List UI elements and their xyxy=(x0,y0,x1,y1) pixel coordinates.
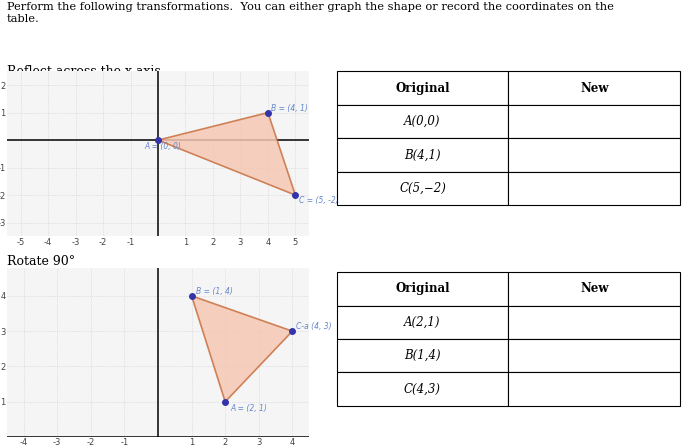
Text: A = (0, 0): A = (0, 0) xyxy=(144,142,181,151)
Bar xyxy=(508,172,680,205)
Text: New: New xyxy=(580,282,609,295)
Polygon shape xyxy=(192,296,293,402)
Bar xyxy=(508,71,680,105)
Text: C = (5, -2): C = (5, -2) xyxy=(299,196,339,205)
Text: A = (2, 1): A = (2, 1) xyxy=(230,404,267,413)
Bar xyxy=(337,71,508,105)
Polygon shape xyxy=(158,113,295,195)
Text: Perform the following transformations.  You can either graph the shape or record: Perform the following transformations. Y… xyxy=(7,2,613,24)
Bar xyxy=(508,272,680,306)
Text: Original: Original xyxy=(395,82,450,95)
Text: A(2,1): A(2,1) xyxy=(404,316,441,329)
Text: New: New xyxy=(580,82,609,95)
Text: C(4,3): C(4,3) xyxy=(404,383,441,396)
Bar xyxy=(337,306,508,339)
Text: C(5,−2): C(5,−2) xyxy=(399,182,446,195)
Bar xyxy=(337,105,508,138)
Text: C-a (4, 3): C-a (4, 3) xyxy=(296,322,332,331)
Bar xyxy=(337,339,508,372)
Text: A(0,0): A(0,0) xyxy=(404,115,441,128)
Text: Rotate 90°: Rotate 90° xyxy=(7,255,75,268)
Bar xyxy=(337,138,508,172)
Text: B(4,1): B(4,1) xyxy=(404,149,441,161)
Bar xyxy=(508,105,680,138)
Text: B(1,4): B(1,4) xyxy=(404,349,441,362)
Text: Reflect across the x-axis: Reflect across the x-axis xyxy=(7,65,161,78)
Bar xyxy=(508,372,680,406)
Bar xyxy=(337,172,508,205)
Bar xyxy=(508,339,680,372)
Text: B = (1, 4): B = (1, 4) xyxy=(196,287,232,296)
Text: B = (4, 1): B = (4, 1) xyxy=(271,104,308,113)
Text: Original: Original xyxy=(395,282,450,295)
Bar xyxy=(508,306,680,339)
Bar xyxy=(337,272,508,306)
Bar xyxy=(337,372,508,406)
Bar xyxy=(508,138,680,172)
